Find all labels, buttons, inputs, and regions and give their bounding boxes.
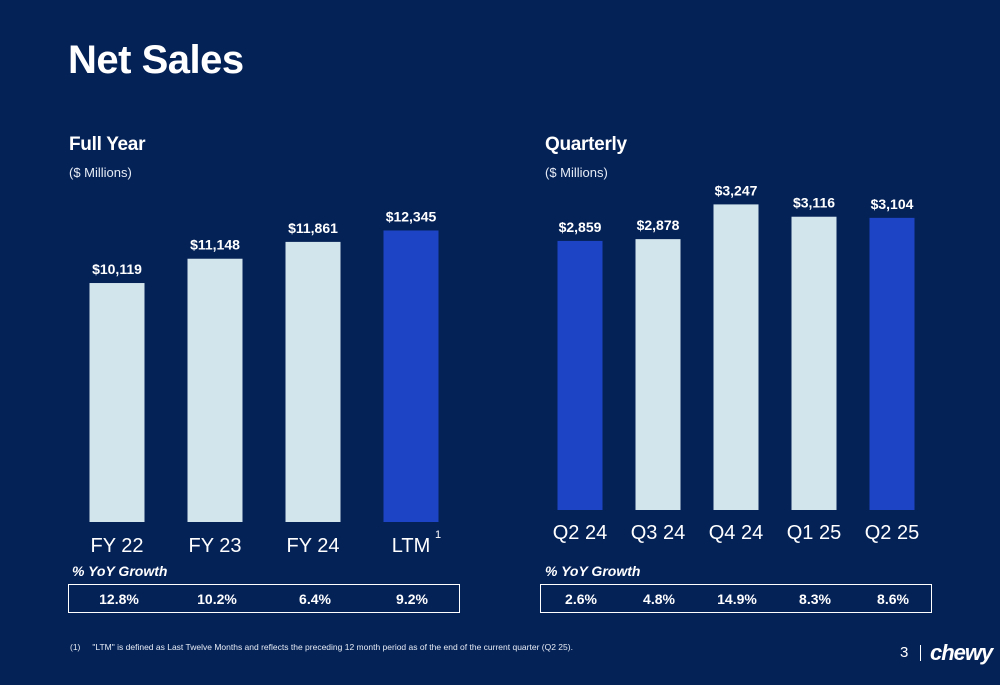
quarterly-title: Quarterly xyxy=(545,134,627,155)
data-label: $11,148 xyxy=(190,237,240,253)
bar-fy-23 xyxy=(187,258,243,522)
yoy-value: 9.2% xyxy=(396,591,428,607)
quarterly-subtitle: ($ Millions) xyxy=(545,165,608,180)
yoy-value: 4.8% xyxy=(643,591,675,607)
data-label: $3,104 xyxy=(871,196,914,212)
category-label: Q4 24 xyxy=(709,522,763,544)
bar-q2-25 xyxy=(869,217,915,510)
category-label: Q2 24 xyxy=(553,522,607,544)
full-year-title: Full Year xyxy=(69,134,146,155)
yoy-value: 14.9% xyxy=(717,591,757,607)
data-label: $2,859 xyxy=(559,219,602,235)
category-label: FY 23 xyxy=(189,535,242,557)
footnote-superscript: 1 xyxy=(435,529,441,541)
category-label: LTM xyxy=(392,535,431,557)
yoy-value: 8.6% xyxy=(877,591,909,607)
page-number: 3 xyxy=(900,644,909,661)
chewy-logo: chewy xyxy=(930,640,993,665)
data-label: $3,116 xyxy=(793,195,835,211)
data-label: $2,878 xyxy=(637,217,680,233)
quarterly-yoy-label: % YoY Growth xyxy=(545,563,641,579)
category-label: Q3 24 xyxy=(631,522,685,544)
quarterly-bar-chart: $2,859 Q2 24 $2,878 Q3 24 $3,247 Q4 24 $3,116 Q… xyxy=(553,182,919,544)
quarterly-yoy-table: 2.6% 4.8% 14.9% 8.3% 8.6% xyxy=(540,584,932,613)
data-label: $11,861 xyxy=(288,220,338,236)
bar-ltm xyxy=(383,230,439,522)
full-year-bar-chart: $10,119 FY 22 $11,148 FY 23 $11,861 FY 24 $12,… xyxy=(89,208,441,557)
bar-q2-24 xyxy=(557,240,603,510)
bar-fy-22 xyxy=(89,283,145,522)
data-label: $12,345 xyxy=(386,208,437,224)
full-year-yoy-label: % YoY Growth xyxy=(72,563,168,579)
category-label: FY 24 xyxy=(287,535,340,557)
yoy-value: 8.3% xyxy=(799,591,831,607)
bar-q3-24 xyxy=(635,239,681,511)
category-label: FY 22 xyxy=(91,535,144,557)
yoy-value: 2.6% xyxy=(565,591,597,607)
footnote: (1) "LTM" is defined as Last Twelve Mont… xyxy=(70,642,573,652)
bar-q4-24 xyxy=(713,204,759,510)
footnote-number: (1) xyxy=(70,642,81,652)
yoy-value: 12.8% xyxy=(99,591,139,607)
full-year-yoy-table: 12.8% 10.2% 6.4% 9.2% xyxy=(68,584,460,613)
footnote-text: "LTM" is defined as Last Twelve Months a… xyxy=(92,642,573,652)
yoy-value: 10.2% xyxy=(197,591,237,607)
bar-q1-25 xyxy=(791,216,837,510)
full-year-subtitle: ($ Millions) xyxy=(69,165,132,180)
data-label: $10,119 xyxy=(92,261,142,277)
category-label: Q2 25 xyxy=(865,522,919,544)
footer-divider xyxy=(920,645,921,661)
data-label: $3,247 xyxy=(715,182,758,198)
yoy-value: 6.4% xyxy=(299,591,331,607)
bar-fy-24 xyxy=(285,241,341,522)
category-label: Q1 25 xyxy=(787,522,841,544)
page-title: Net Sales xyxy=(68,38,244,82)
